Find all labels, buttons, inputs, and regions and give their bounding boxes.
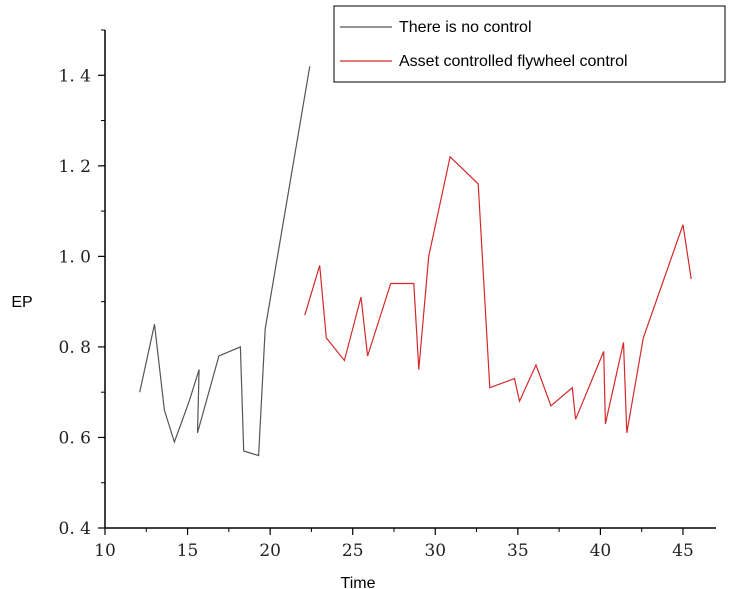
y-axis-label: EP	[11, 294, 32, 311]
x-tick-label: 40	[590, 541, 612, 561]
x-tick-label: 15	[177, 541, 199, 561]
y-tick-label: 0. 8	[59, 338, 91, 358]
x-tick-label: 45	[672, 541, 694, 561]
legend-entry-label: Asset controlled flywheel control	[399, 53, 628, 70]
y-tick-label: 1. 2	[59, 157, 91, 177]
x-tick-label: 10	[94, 541, 116, 561]
x-axis-label: Time	[341, 575, 376, 589]
x-tick-label: 25	[342, 541, 364, 561]
chart-axes	[104, 30, 716, 529]
chart-ticks: 10 15 20 25 30 35 40 45 0. 4 0. 6 0. 8 1. 0 1. 2 1. 4	[59, 29, 694, 561]
legend-box	[333, 5, 726, 83]
series-line-2	[304, 155, 692, 434]
x-tick-label: 20	[259, 541, 281, 561]
y-tick-label: 1. 0	[59, 247, 91, 267]
x-tick-label: 35	[507, 541, 529, 561]
y-tick-label: 0. 6	[59, 428, 91, 448]
series-line-1	[139, 66, 311, 457]
y-tick-label: 1. 4	[59, 66, 91, 86]
x-tick-label: 30	[424, 541, 446, 561]
legend-entry-label: There is no control	[399, 19, 532, 36]
y-tick-label: 0. 4	[59, 519, 91, 539]
chart-legend: There is no control Asset controlled flyw…	[333, 5, 726, 83]
chart-series	[139, 66, 692, 457]
